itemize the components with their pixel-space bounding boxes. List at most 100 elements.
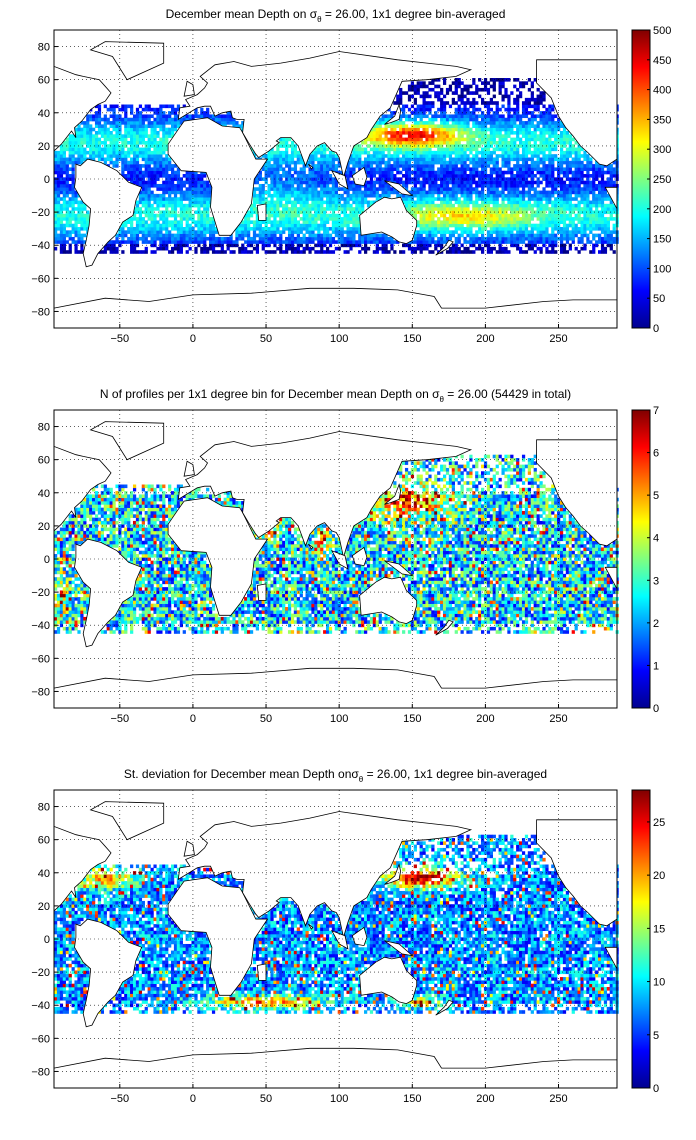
data-cell: [551, 224, 554, 228]
data-cell: [153, 138, 156, 142]
data-cell: [145, 204, 148, 208]
data-cell: [490, 201, 493, 205]
data-cell: [534, 237, 537, 241]
data-cell: [303, 220, 306, 224]
data-cell: [443, 220, 446, 224]
data-cell: [487, 161, 490, 165]
data-cell: [162, 174, 165, 178]
data-cell: [130, 230, 133, 234]
data-cell: [268, 250, 271, 254]
data-cell: [346, 197, 349, 201]
data-cell: [525, 234, 528, 238]
data-cell: [452, 191, 455, 195]
data-cell: [437, 154, 440, 158]
data-cell: [285, 217, 288, 221]
data-cell: [534, 187, 537, 191]
data-cell: [487, 138, 490, 142]
data-cell: [458, 217, 461, 221]
data-cell: [361, 247, 364, 251]
data-cell: [425, 108, 428, 112]
data-cell: [481, 181, 484, 185]
data-cell: [77, 138, 80, 142]
data-cell: [165, 191, 168, 195]
data-cell: [104, 131, 107, 135]
data-cell: [396, 131, 399, 135]
data-cell: [548, 244, 551, 248]
data-cell: [194, 250, 197, 254]
data-cell: [522, 191, 525, 195]
data-cell: [496, 161, 499, 165]
data-cell: [534, 105, 537, 109]
data-cell: [414, 124, 417, 128]
data-cell: [165, 201, 168, 205]
data-cell: [323, 250, 326, 254]
data-cell: [542, 138, 545, 142]
data-cell: [452, 207, 455, 211]
data-cell: [408, 85, 411, 89]
data-cell: [542, 217, 545, 221]
data-cell: [542, 207, 545, 211]
data-cell: [545, 194, 548, 198]
data-cell: [203, 184, 206, 188]
data-cell: [469, 194, 472, 198]
data-cell: [519, 167, 522, 171]
data-cell: [197, 187, 200, 191]
data-cell: [501, 201, 504, 205]
data-cell: [534, 227, 537, 231]
data-cell: [443, 224, 446, 228]
data-cell: [69, 134, 72, 138]
data-cell: [545, 184, 548, 188]
data-cell: [501, 141, 504, 145]
data-cell: [110, 134, 113, 138]
data-cell: [519, 227, 522, 231]
data-cell: [148, 124, 151, 128]
data-cell: [478, 121, 481, 125]
data-cell: [326, 234, 329, 238]
data-cell: [344, 207, 347, 211]
data-cell: [420, 184, 423, 188]
data-cell: [522, 108, 525, 112]
data-cell: [69, 141, 72, 145]
data-cell: [268, 157, 271, 161]
data-cell: [455, 161, 458, 165]
data-cell: [303, 217, 306, 221]
data-cell: [148, 174, 151, 178]
data-cell: [504, 121, 507, 125]
data-cell: [440, 121, 443, 125]
data-cell: [425, 171, 428, 175]
data-cell: [396, 194, 399, 198]
data-cell: [332, 184, 335, 188]
data-cell: [525, 174, 528, 178]
data-cell: [475, 224, 478, 228]
data-cell: [501, 181, 504, 185]
data-cell: [174, 128, 177, 132]
data-cell: [540, 234, 543, 238]
data-cell: [525, 181, 528, 185]
data-cell: [428, 167, 431, 171]
data-cell: [341, 217, 344, 221]
data-cell: [127, 131, 130, 135]
data-cell: [247, 224, 250, 228]
data-cell: [323, 161, 326, 165]
data-cell: [458, 171, 461, 175]
data-cell: [461, 230, 464, 234]
data-cell: [83, 148, 86, 152]
data-cell: [162, 220, 165, 224]
data-cell: [513, 197, 516, 201]
data-cell: [434, 174, 437, 178]
data-cell: [72, 224, 75, 228]
data-cell: [458, 118, 461, 122]
data-cell: [481, 220, 484, 224]
data-cell: [80, 234, 83, 238]
data-cell: [519, 191, 522, 195]
data-cell: [402, 108, 405, 112]
data-cell: [346, 214, 349, 218]
data-cell: [455, 191, 458, 195]
data-cell: [165, 118, 168, 122]
data-cell: [300, 171, 303, 175]
data-cell: [507, 181, 510, 185]
data-cell: [259, 197, 262, 201]
data-cell: [127, 141, 130, 145]
data-cell: [200, 234, 203, 238]
data-cell: [273, 224, 276, 228]
